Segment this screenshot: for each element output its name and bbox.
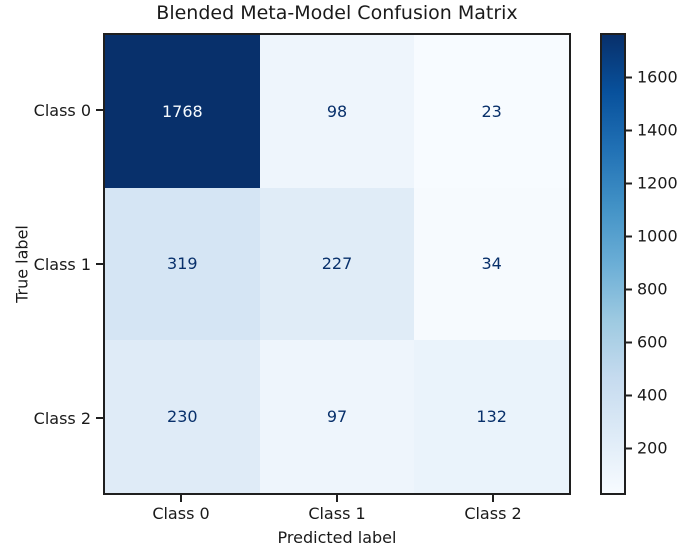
colorbar-tick-mark xyxy=(626,129,632,132)
colorbar-tick-value: 1200 xyxy=(637,173,678,193)
colorbar-tick-value: 600 xyxy=(637,332,668,352)
colorbar-tick-mark xyxy=(626,76,632,79)
matrix-cell-r1c0: 319 xyxy=(105,187,260,341)
y-tick-labels: Class 0 Class 1 Class 2 xyxy=(0,33,103,495)
colorbar-tick-400: 400 xyxy=(626,386,668,405)
chart-title: Blended Meta-Model Confusion Matrix xyxy=(156,2,518,24)
colorbar-tick-value: 1400 xyxy=(637,120,678,140)
x-tick-labels: Class 0 Class 1 Class 2 xyxy=(103,495,571,523)
colorbar-tick-mark xyxy=(626,394,632,397)
x-tick-1: Class 1 xyxy=(259,495,415,523)
matrix-cell-r0c1: 98 xyxy=(259,35,415,188)
colorbar-tick-1200: 1200 xyxy=(626,174,678,193)
colorbar-tick-600: 600 xyxy=(626,333,668,352)
colorbar-tick-mark xyxy=(626,235,632,238)
x-tick-0: Class 0 xyxy=(103,495,259,523)
colorbar-tick-value: 1000 xyxy=(637,226,678,246)
colorbar-tick-value: 800 xyxy=(637,279,668,299)
colorbar-tick-value: 400 xyxy=(637,385,668,405)
colorbar-tick-1000: 1000 xyxy=(626,227,678,246)
matrix-cell-r0c2: 23 xyxy=(414,35,569,188)
matrix-cell-r2c1: 97 xyxy=(259,340,415,493)
colorbar-tick-mark xyxy=(626,288,632,291)
y-tick-0: Class 0 xyxy=(0,33,103,187)
colorbar-tick-labels: 200 400 600 800 1000 1200 1400 1600 xyxy=(626,33,685,495)
heatmap-grid: 1768 98 23 319 227 34 230 97 132 xyxy=(103,33,571,495)
matrix-cell-r0c0: 1768 xyxy=(105,35,260,188)
colorbar-tick-mark xyxy=(626,341,632,344)
y-tick-2: Class 2 xyxy=(0,341,103,495)
colorbar-tick-1600: 1600 xyxy=(626,68,678,87)
matrix-cell-r1c2: 34 xyxy=(414,187,569,341)
x-tick-2: Class 2 xyxy=(415,495,571,523)
colorbar-tick-mark xyxy=(626,182,632,185)
colorbar xyxy=(600,33,626,495)
colorbar-tick-800: 800 xyxy=(626,280,668,299)
colorbar-tick-mark xyxy=(626,447,632,450)
colorbar-tick-200: 200 xyxy=(626,439,668,458)
matrix-cell-r1c1: 227 xyxy=(259,187,415,341)
matrix-cell-r2c0: 230 xyxy=(105,340,260,493)
colorbar-tick-value: 1600 xyxy=(637,67,678,87)
y-tick-1: Class 1 xyxy=(0,187,103,341)
matrix-cell-r2c2: 132 xyxy=(414,340,569,493)
x-axis-label: Predicted label xyxy=(277,528,397,547)
colorbar-tick-1400: 1400 xyxy=(626,121,678,140)
colorbar-tick-value: 200 xyxy=(637,438,668,458)
